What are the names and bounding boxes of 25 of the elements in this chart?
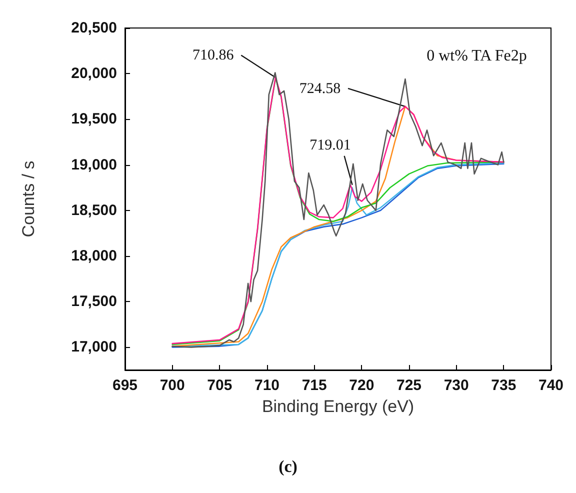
x-tick-label: 700: [160, 377, 185, 394]
annotation: 719.01: [310, 137, 351, 154]
y-tick-label: 18,000: [71, 248, 117, 264]
x-tick-label: 705: [207, 377, 232, 394]
x-tick-label: 735: [491, 377, 516, 394]
y-tick-label: 17,500: [71, 293, 117, 310]
x-tick-label: 725: [396, 377, 422, 394]
x-tick-label: 715: [302, 377, 327, 394]
y-tick-label: 20,500: [71, 20, 117, 36]
y-tick-label: 17,000: [71, 338, 117, 356]
annotation: 0 wt% TA Fe2p: [426, 48, 527, 64]
x-axis-title: Binding Energy (eV): [262, 396, 414, 416]
y-tick-label: 20,000: [71, 65, 117, 82]
y-tick-label: 19,500: [71, 110, 117, 128]
x-tick-label: 710: [254, 377, 280, 394]
x-tick-label: 695: [112, 377, 138, 394]
x-tick-label: 730: [444, 377, 469, 394]
x-tick-label: 720: [349, 377, 374, 394]
x-tick-label: 740: [538, 377, 564, 394]
text: (c): [278, 457, 298, 476]
y-tick-label: 18,500: [71, 202, 117, 219]
annotation: 724.58: [299, 80, 341, 97]
annotation: 710.86: [192, 48, 234, 64]
y-tick-label: 19,000: [71, 156, 117, 174]
y-axis-title: Counts / s: [19, 160, 38, 238]
